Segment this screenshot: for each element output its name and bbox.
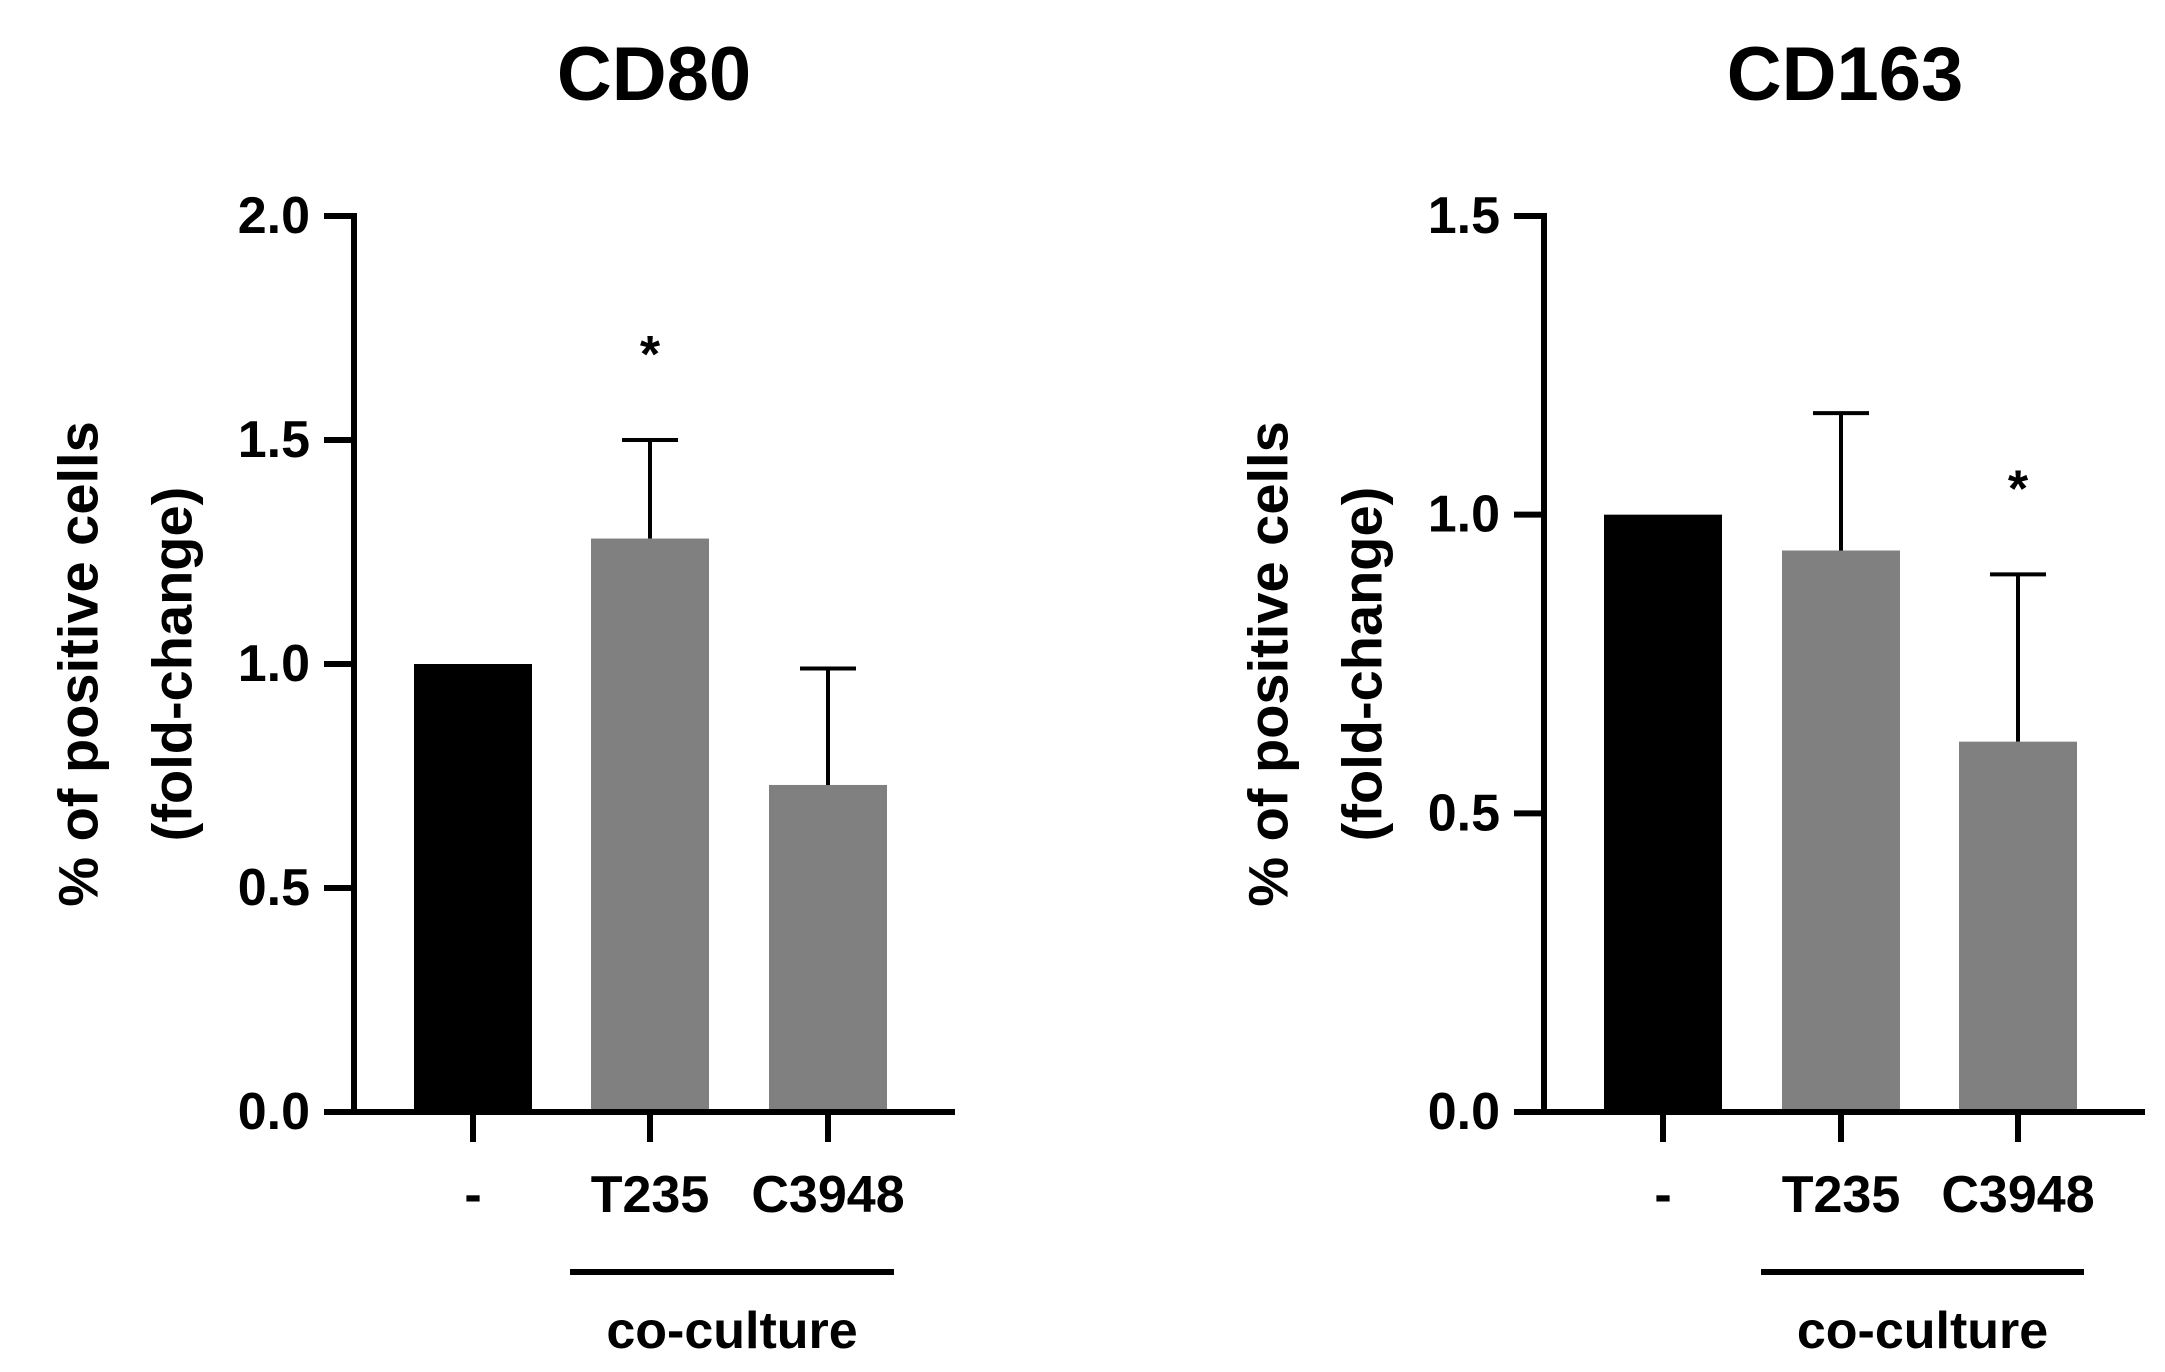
y-tick-label: 0.0 (1428, 1083, 1500, 1141)
x-tick-label: C3948 (751, 1166, 904, 1224)
x-tick-label: C3948 (1941, 1166, 2094, 1224)
y-tick-label: 1.5 (1428, 187, 1500, 245)
significance-marker: * (2008, 460, 2029, 518)
y-tick-label: 0.5 (238, 859, 310, 917)
x-tick-label: - (464, 1166, 481, 1224)
chart-title: CD80 (557, 32, 751, 117)
bar (1959, 741, 2077, 1112)
y-tick-label: 0.0 (238, 1083, 310, 1141)
y-tick-label: 0.5 (1428, 784, 1500, 842)
chart-cd80: CD80 % of positive cells (fold-change) * 0.0… (47, 32, 955, 1360)
x-tick-label: T235 (1782, 1166, 1901, 1224)
y-tick-label: 2.0 (238, 187, 310, 245)
group-label: co-culture (606, 1302, 857, 1360)
y-tick-label: 1.0 (1428, 486, 1500, 544)
x-tick-label: - (1654, 1166, 1671, 1224)
bar (1782, 550, 1900, 1112)
bar (591, 538, 709, 1112)
y-axis-label: (fold-change) (141, 487, 204, 842)
bar (1604, 514, 1722, 1112)
bar (769, 784, 887, 1112)
y-axis-label: % of positive cells (1237, 421, 1300, 907)
y-axis-label: % of positive cells (47, 421, 110, 907)
significance-marker: * (640, 326, 661, 384)
x-tick-label: T235 (591, 1166, 710, 1224)
y-tick-label: 1.5 (238, 411, 310, 469)
chart-title: CD163 (1727, 32, 1964, 117)
y-axis-label: (fold-change) (1331, 487, 1394, 842)
y-tick-label: 1.0 (238, 635, 310, 693)
group-label: co-culture (1797, 1302, 2048, 1360)
chart-cd163: CD163 % of positive cells (fold-change) * 0.… (1237, 32, 2145, 1360)
bar (414, 664, 532, 1112)
